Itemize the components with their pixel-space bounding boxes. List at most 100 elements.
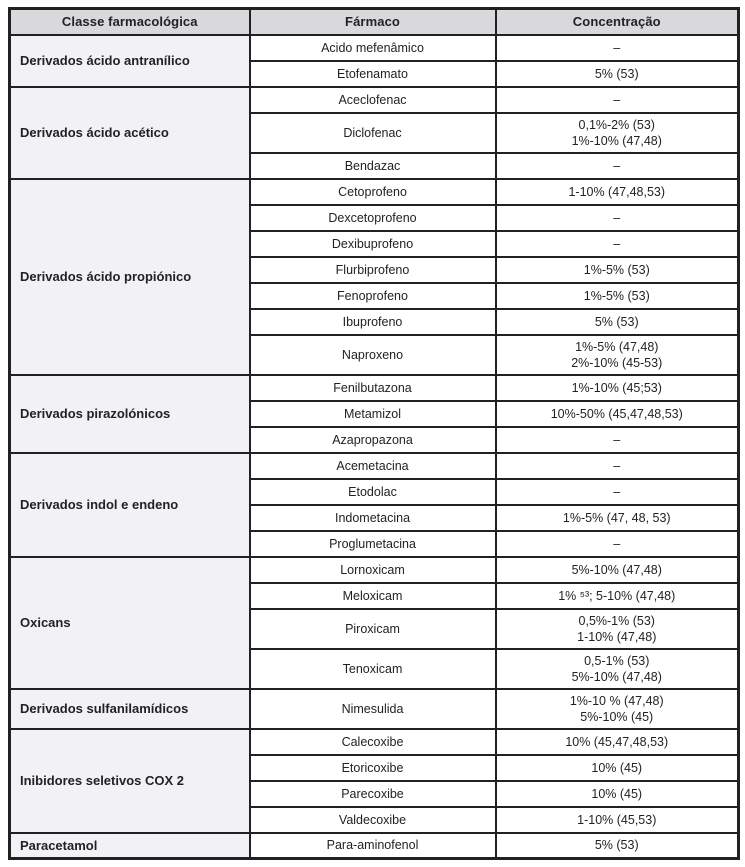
table-row: Metamizol 10%-50% (45,47,48,53) [10,399,740,428]
concentration-cell: 10% (45,47,48,53) [494,727,740,756]
table-header: Classe farmacológica Fármaco Concentraçã… [8,7,740,36]
drug-name-cell: Aceclofenac [248,85,497,114]
table-row: Meloxicam 1% ⁵³; 5-10% (47,48) [10,581,740,610]
class-cell: Derivados ácido acético [8,85,251,180]
drug-name-cell: Acemetacina [248,451,497,480]
concentration-cell: 5% (53) [494,831,740,860]
concentration-cell: 0,1%-2% (53) 1%-10% (47,48) [494,111,740,154]
concentration-cell: 1%-5% (53) [494,281,740,310]
drug-name-cell: Indometacina [248,503,497,532]
table-row: Valdecoxibe 1-10% (45,53) [10,805,740,834]
drug-name-cell: Piroxicam [248,607,497,650]
class-cell: Oxicans [8,555,251,690]
concentration-cell: – [494,451,740,480]
drug-name-cell: Nimesulida [248,687,497,730]
concentration-cell: 1%-5% (47, 48, 53) [494,503,740,532]
table-row: Derivados pirazolónicos Fenilbutazona 1%-1… [8,373,740,454]
header-classe-farmacologica: Classe farmacológica [8,7,251,36]
table-row: Piroxicam 0,5%-1% (53) 1-10% (47,48) [10,607,740,650]
drug-name-cell: Azapropazona [248,425,497,454]
drug-name-cell: Tenoxicam [248,647,497,690]
class-cell: Inibidores seletivos COX 2 [8,727,251,834]
drug-name-cell: Acido mefenâmico [248,33,497,62]
drug-name-cell: Fenoprofeno [248,281,497,310]
concentration-cell: – [494,33,740,62]
table-row: Derivados ácido propiónico Cetoprofeno 1-1… [8,177,740,376]
table-row: Fenoprofeno 1%-5% (53) [10,281,740,310]
table-row: Etoricoxibe 10% (45) [10,753,740,782]
drug-name-cell: Diclofenac [248,111,497,154]
drug-name-cell: Naproxeno [248,333,497,376]
table-row: Azapropazona – [10,425,740,454]
concentration-cell: 5%-10% (47,48) [494,555,740,584]
drug-name-cell: Fenilbutazona [248,373,497,402]
concentration-cell: – [494,229,740,258]
header-row: Classe farmacológica Fármaco Concentraçã… [8,7,740,36]
drug-name-cell: Ibuprofeno [248,307,497,336]
drug-name-cell: Etoricoxibe [248,753,497,782]
concentration-cell: 10% (45) [494,753,740,782]
drug-name-cell: Para-aminofenol [248,831,497,860]
concentration-cell: 1-10% (45,53) [494,805,740,834]
concentration-cell: 10%-50% (45,47,48,53) [494,399,740,428]
table-row: Etodolac – [10,477,740,506]
class-cell: Derivados ácido propiónico [8,177,251,376]
concentration-cell: – [494,529,740,558]
table-body: Derivados ácido antranílico Acido mefenâm… [8,33,740,860]
pharmacology-table: Classe farmacológica Fármaco Concentraçã… [8,7,740,860]
drug-name-cell: Proglumetacina [248,529,497,558]
table-row: Derivados sulfanilamídicos Nimesulida 1%-1… [8,687,740,730]
header-concentracao: Concentração [494,7,740,36]
table-row: Etofenamato 5% (53) [10,59,740,88]
drug-name-cell: Metamizol [248,399,497,428]
drug-name-cell: Parecoxibe [248,779,497,808]
table-row: Dexibuprofeno – [10,229,740,258]
table-row: Ibuprofeno 5% (53) [10,307,740,336]
table-row: Flurbiprofeno 1%-5% (53) [10,255,740,284]
concentration-cell: – [494,151,740,180]
class-cell: Derivados sulfanilamídicos [8,687,251,730]
table-row: Tenoxicam 0,5-1% (53) 5%-10% (47,48) [10,647,740,690]
class-cell: Derivados ácido antranílico [8,33,251,88]
concentration-cell: 10% (45) [494,779,740,808]
class-cell: Derivados pirazolónicos [8,373,251,454]
table-row: Bendazac – [10,151,740,180]
header-farmaco: Fármaco [248,7,497,36]
table-row: Inibidores seletivos COX 2 Calecoxibe 10% … [8,727,740,834]
table-row: Paracetamol Para-aminofenol 5% (53) [8,831,740,860]
drug-name-cell: Etodolac [248,477,497,506]
drug-name-cell: Dexibuprofeno [248,229,497,258]
concentration-cell: 5% (53) [494,59,740,88]
table-row: Diclofenac 0,1%-2% (53) 1%-10% (47,48) [10,111,740,154]
concentration-cell: 0,5%-1% (53) 1-10% (47,48) [494,607,740,650]
concentration-cell: – [494,85,740,114]
concentration-cell: 5% (53) [494,307,740,336]
concentration-cell: – [494,425,740,454]
drug-name-cell: Valdecoxibe [248,805,497,834]
table-row: Parecoxibe 10% (45) [10,779,740,808]
drug-name-cell: Lornoxicam [248,555,497,584]
drug-name-cell: Etofenamato [248,59,497,88]
class-cell: Paracetamol [8,831,251,860]
drug-name-cell: Calecoxibe [248,727,497,756]
table-row: Indometacina 1%-5% (47, 48, 53) [10,503,740,532]
table-row: Derivados ácido acético Aceclofenac – [8,85,740,180]
concentration-cell: – [494,203,740,232]
concentration-cell: 1% ⁵³; 5-10% (47,48) [494,581,740,610]
table-row: Proglumetacina – [10,529,740,558]
concentration-cell: 1%-5% (47,48) 2%-10% (45-53) [494,333,740,376]
drug-name-cell: Meloxicam [248,581,497,610]
concentration-cell: 1%-10% (45;53) [494,373,740,402]
drug-name-cell: Flurbiprofeno [248,255,497,284]
concentration-cell: 1%-5% (53) [494,255,740,284]
table-row: Derivados indol e endeno Acemetacina – [8,451,740,558]
drug-name-cell: Dexcetoprofeno [248,203,497,232]
concentration-cell: 1-10% (47,48,53) [494,177,740,206]
table-row: Oxicans Lornoxicam 5%-10% (47,48) [8,555,740,690]
table-row: Dexcetoprofeno – [10,203,740,232]
concentration-cell: – [494,477,740,506]
drug-name-cell: Bendazac [248,151,497,180]
drug-name-cell: Cetoprofeno [248,177,497,206]
class-cell: Derivados indol e endeno [8,451,251,558]
